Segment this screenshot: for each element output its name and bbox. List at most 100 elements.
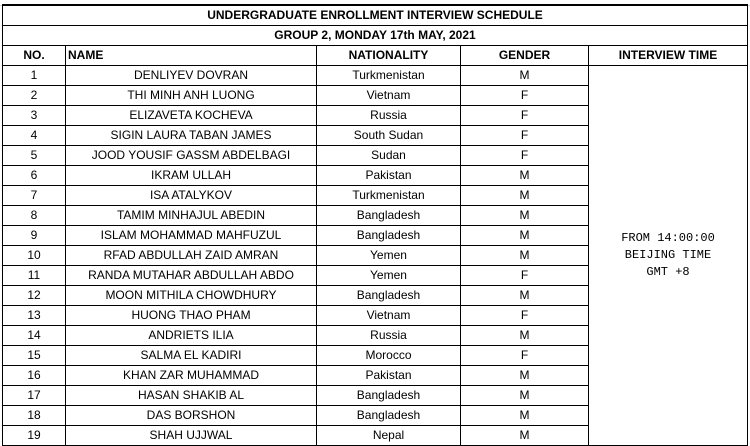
cell-name[interactable]: ELIZAVETA KOCHEVA (65, 105, 317, 126)
cell-nationality[interactable]: Pakistan (316, 165, 461, 186)
cell-name[interactable]: DAS BORSHON (65, 405, 317, 426)
cell-gender[interactable]: M (460, 425, 589, 446)
interview-time-line: BEIJING TIME (624, 248, 712, 262)
cell-gender[interactable]: F (460, 145, 589, 166)
cell-nationality[interactable]: Turkmenistan (316, 65, 461, 86)
cell-gender[interactable]: F (460, 265, 589, 286)
table-row: 19 SHAH UJJWAL Nepal M (2, 425, 748, 446)
cell-no[interactable]: 14 (2, 325, 66, 346)
cell-name[interactable]: SHAH UJJWAL (65, 425, 317, 446)
cell-gender[interactable]: M (460, 165, 589, 186)
table-row: 7 ISA ATALYKOV Turkmenistan M (2, 185, 748, 206)
cell-nationality[interactable]: Bangladesh (316, 285, 461, 306)
cell-name[interactable]: DENLIYEV DOVRAN (65, 65, 317, 86)
cell-gender[interactable]: F (460, 305, 589, 326)
cell-name[interactable]: TAMIM MINHAJUL ABEDIN (65, 205, 317, 226)
cell-no[interactable]: 2 (2, 85, 66, 106)
cell-no[interactable]: 13 (2, 305, 66, 326)
schedule-table: UNDERGRADUATE ENROLLMENT INTERVIEW SCHED… (2, 4, 748, 446)
cell-gender[interactable]: F (460, 85, 589, 106)
cell-nationality[interactable]: Yemen (316, 245, 461, 266)
cell-name[interactable]: KHAN ZAR MUHAMMAD (65, 365, 317, 386)
interview-time-cell[interactable]: FROM 14:00:00 BEIJING TIME GMT +8 (588, 65, 748, 446)
cell-name[interactable]: JOOD YOUSIF GASSM ABDELBAGI (65, 145, 317, 166)
cell-nationality[interactable]: Bangladesh (316, 385, 461, 406)
cell-no[interactable]: 5 (2, 145, 66, 166)
table-row: 1 DENLIYEV DOVRAN Turkmenistan M FROM 14:00:… (2, 65, 748, 446)
cell-nationality[interactable]: Morocco (316, 345, 461, 366)
cell-no[interactable]: 10 (2, 245, 66, 266)
cell-gender[interactable]: M (460, 285, 589, 306)
cell-nationality[interactable]: Vietnam (316, 85, 461, 106)
cell-nationality[interactable]: Pakistan (316, 365, 461, 386)
table-row: 11 RANDA MUTAHAR ABDULLAH ABDO Yemen F (2, 265, 748, 286)
cell-gender[interactable]: M (460, 245, 589, 266)
table-row: 9 ISLAM MOHAMMAD MAHFUZUL Bangladesh M (2, 225, 748, 246)
cell-name[interactable]: HUONG THAO PHAM (65, 305, 317, 326)
cell-no[interactable]: 6 (2, 165, 66, 186)
cell-nationality[interactable]: South Sudan (316, 125, 461, 146)
interview-time-line: GMT +8 (646, 265, 690, 279)
cell-gender[interactable]: M (460, 385, 589, 406)
cell-nationality[interactable]: Bangladesh (316, 205, 461, 226)
cell-gender[interactable]: M (460, 325, 589, 346)
schedule-subtitle[interactable]: GROUP 2, MONDAY 17th MAY, 2021 (2, 25, 748, 46)
cell-no[interactable]: 3 (2, 105, 66, 126)
cell-name[interactable]: THI MINH ANH LUONG (65, 85, 317, 106)
cell-gender[interactable]: F (460, 105, 589, 126)
table-row: 5 JOOD YOUSIF GASSM ABDELBAGI Sudan F (2, 145, 748, 166)
cell-nationality[interactable]: Bangladesh (316, 405, 461, 426)
schedule-title[interactable]: UNDERGRADUATE ENROLLMENT INTERVIEW SCHED… (2, 4, 748, 26)
cell-no[interactable]: 12 (2, 285, 66, 306)
cell-name[interactable]: ISLAM MOHAMMAD MAHFUZUL (65, 225, 317, 246)
cell-nationality[interactable]: Bangladesh (316, 225, 461, 246)
cell-name[interactable]: SALMA EL KADIRI (65, 345, 317, 366)
cell-name[interactable]: IKRAM ULLAH (65, 165, 317, 186)
cell-no[interactable]: 11 (2, 265, 66, 286)
cell-name[interactable]: MOON MITHILA CHOWDHURY (65, 285, 317, 306)
cell-nationality[interactable]: Russia (316, 105, 461, 126)
cell-no[interactable]: 8 (2, 205, 66, 226)
cell-name[interactable]: RANDA MUTAHAR ABDULLAH ABDO (65, 265, 317, 286)
cell-gender[interactable]: M (460, 365, 589, 386)
cell-no[interactable]: 17 (2, 385, 66, 406)
cell-gender[interactable]: M (460, 225, 589, 246)
cell-no[interactable]: 19 (2, 425, 66, 446)
cell-name[interactable]: ANDRIETS ILIA (65, 325, 317, 346)
cell-nationality[interactable]: Russia (316, 325, 461, 346)
table-row: 18 DAS BORSHON Bangladesh M (2, 405, 748, 426)
cell-nationality[interactable]: Yemen (316, 265, 461, 286)
cell-gender[interactable]: M (460, 205, 589, 226)
header-gender[interactable]: GENDER (460, 45, 589, 66)
cell-name[interactable]: SIGIN LAURA TABAN JAMES (65, 125, 317, 146)
header-name[interactable]: NAME (65, 45, 317, 66)
header-nationality[interactable]: NATIONALITY (316, 45, 461, 66)
cell-gender[interactable]: F (460, 125, 589, 146)
table-row: 3 ELIZAVETA KOCHEVA Russia F (2, 105, 748, 126)
cell-gender[interactable]: M (460, 185, 589, 206)
cell-no[interactable]: 9 (2, 225, 66, 246)
cell-name[interactable]: RFAD ABDULLAH ZAID AMRAN (65, 245, 317, 266)
cell-nationality[interactable]: Vietnam (316, 305, 461, 326)
table-row: 14 ANDRIETS ILIA Russia M (2, 325, 748, 346)
header-interview-time[interactable]: INTERVIEW TIME (588, 45, 748, 66)
cell-nationality[interactable]: Turkmenistan (316, 185, 461, 206)
interview-time-line: FROM 14:00:00 (621, 231, 715, 245)
header-no[interactable]: NO. (2, 45, 66, 66)
cell-gender[interactable]: M (460, 65, 589, 86)
cell-name[interactable]: HASAN SHAKIB AL (65, 385, 317, 406)
cell-gender[interactable]: M (460, 405, 589, 426)
cell-nationality[interactable]: Sudan (316, 145, 461, 166)
table-row: 16 KHAN ZAR MUHAMMAD Pakistan M (2, 365, 748, 386)
cell-no[interactable]: 16 (2, 365, 66, 386)
cell-no[interactable]: 4 (2, 125, 66, 146)
cell-no[interactable]: 18 (2, 405, 66, 426)
cell-no[interactable]: 15 (2, 345, 66, 366)
cell-nationality[interactable]: Nepal (316, 425, 461, 446)
header-row: NO. NAME NATIONALITY GENDER INTERVIEW TI… (2, 45, 748, 66)
cell-name[interactable]: ISA ATALYKOV (65, 185, 317, 206)
table-row: 6 IKRAM ULLAH Pakistan M (2, 165, 748, 186)
cell-gender[interactable]: F (460, 345, 589, 366)
cell-no[interactable]: 7 (2, 185, 66, 206)
cell-no[interactable]: 1 (2, 65, 66, 86)
